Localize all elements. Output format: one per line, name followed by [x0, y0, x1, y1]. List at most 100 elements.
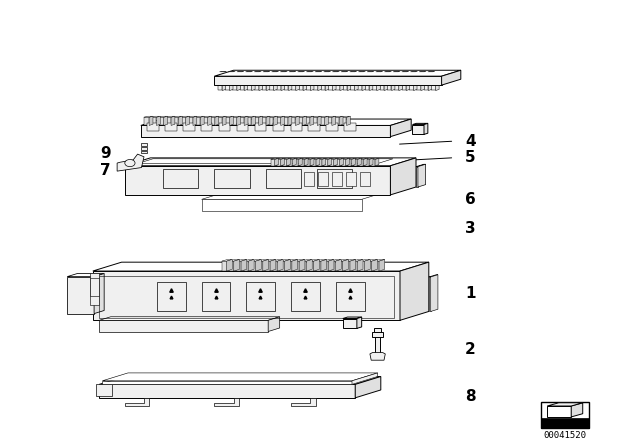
Polygon shape	[355, 376, 381, 398]
Polygon shape	[263, 259, 269, 271]
Polygon shape	[355, 84, 358, 90]
Polygon shape	[232, 84, 241, 85]
Polygon shape	[339, 116, 343, 125]
Polygon shape	[332, 116, 336, 125]
Polygon shape	[360, 261, 365, 271]
Polygon shape	[321, 85, 325, 90]
Polygon shape	[193, 116, 197, 125]
Polygon shape	[334, 116, 343, 117]
Polygon shape	[372, 259, 378, 271]
Polygon shape	[180, 117, 186, 125]
Polygon shape	[360, 172, 370, 186]
Polygon shape	[214, 398, 239, 406]
Polygon shape	[241, 259, 247, 271]
Polygon shape	[384, 84, 388, 90]
Polygon shape	[303, 84, 307, 90]
Polygon shape	[371, 158, 379, 159]
Polygon shape	[341, 117, 346, 125]
Polygon shape	[353, 158, 361, 159]
Polygon shape	[222, 261, 227, 271]
Polygon shape	[298, 158, 302, 166]
Polygon shape	[387, 85, 392, 90]
Polygon shape	[287, 261, 292, 271]
Polygon shape	[141, 119, 412, 125]
Polygon shape	[247, 84, 255, 85]
Polygon shape	[369, 158, 373, 166]
Polygon shape	[327, 117, 332, 125]
Polygon shape	[210, 117, 215, 125]
Polygon shape	[412, 123, 428, 125]
Polygon shape	[353, 259, 363, 261]
Polygon shape	[263, 71, 270, 72]
Polygon shape	[377, 84, 380, 90]
Polygon shape	[360, 158, 367, 159]
Polygon shape	[315, 71, 322, 72]
Polygon shape	[141, 125, 390, 137]
Polygon shape	[357, 317, 362, 328]
Polygon shape	[289, 158, 296, 159]
Polygon shape	[336, 159, 340, 166]
Polygon shape	[328, 158, 332, 166]
Polygon shape	[370, 353, 385, 360]
Polygon shape	[379, 259, 385, 271]
Polygon shape	[207, 116, 211, 125]
Polygon shape	[90, 278, 99, 296]
Polygon shape	[335, 84, 344, 85]
Polygon shape	[99, 384, 355, 398]
Polygon shape	[330, 158, 337, 159]
Polygon shape	[352, 373, 378, 384]
Polygon shape	[280, 261, 285, 271]
Polygon shape	[287, 158, 291, 166]
Polygon shape	[188, 117, 193, 125]
Polygon shape	[90, 273, 99, 305]
Polygon shape	[341, 71, 348, 72]
Polygon shape	[314, 84, 321, 85]
Polygon shape	[392, 84, 395, 90]
Polygon shape	[246, 282, 275, 311]
Polygon shape	[541, 418, 589, 428]
Polygon shape	[409, 85, 413, 90]
Polygon shape	[270, 259, 276, 271]
Polygon shape	[399, 84, 403, 90]
Polygon shape	[307, 259, 312, 271]
Polygon shape	[335, 259, 341, 271]
Polygon shape	[229, 259, 239, 261]
Polygon shape	[294, 159, 298, 166]
Polygon shape	[67, 276, 94, 314]
Polygon shape	[350, 259, 356, 271]
Polygon shape	[281, 84, 285, 90]
Polygon shape	[291, 123, 302, 131]
Polygon shape	[421, 84, 424, 90]
Polygon shape	[345, 261, 350, 271]
Polygon shape	[338, 261, 343, 271]
Polygon shape	[151, 117, 156, 125]
Polygon shape	[102, 381, 352, 384]
Polygon shape	[228, 71, 236, 72]
Polygon shape	[220, 71, 227, 72]
Polygon shape	[99, 320, 268, 332]
Polygon shape	[346, 158, 349, 166]
Polygon shape	[343, 259, 349, 271]
Polygon shape	[541, 402, 589, 428]
Polygon shape	[547, 403, 583, 406]
Polygon shape	[266, 116, 270, 125]
Polygon shape	[292, 158, 296, 166]
Polygon shape	[375, 335, 380, 359]
Polygon shape	[338, 259, 349, 261]
Polygon shape	[280, 158, 284, 166]
Polygon shape	[314, 85, 318, 90]
Polygon shape	[99, 376, 381, 384]
Polygon shape	[348, 158, 355, 159]
Polygon shape	[371, 159, 375, 166]
Polygon shape	[357, 259, 363, 271]
Polygon shape	[157, 282, 186, 311]
Polygon shape	[93, 262, 429, 271]
Polygon shape	[301, 261, 307, 271]
Polygon shape	[144, 117, 149, 125]
Polygon shape	[237, 123, 248, 131]
Polygon shape	[365, 158, 373, 159]
Polygon shape	[269, 84, 277, 85]
Polygon shape	[277, 259, 283, 271]
Polygon shape	[159, 116, 168, 117]
Polygon shape	[348, 159, 351, 166]
